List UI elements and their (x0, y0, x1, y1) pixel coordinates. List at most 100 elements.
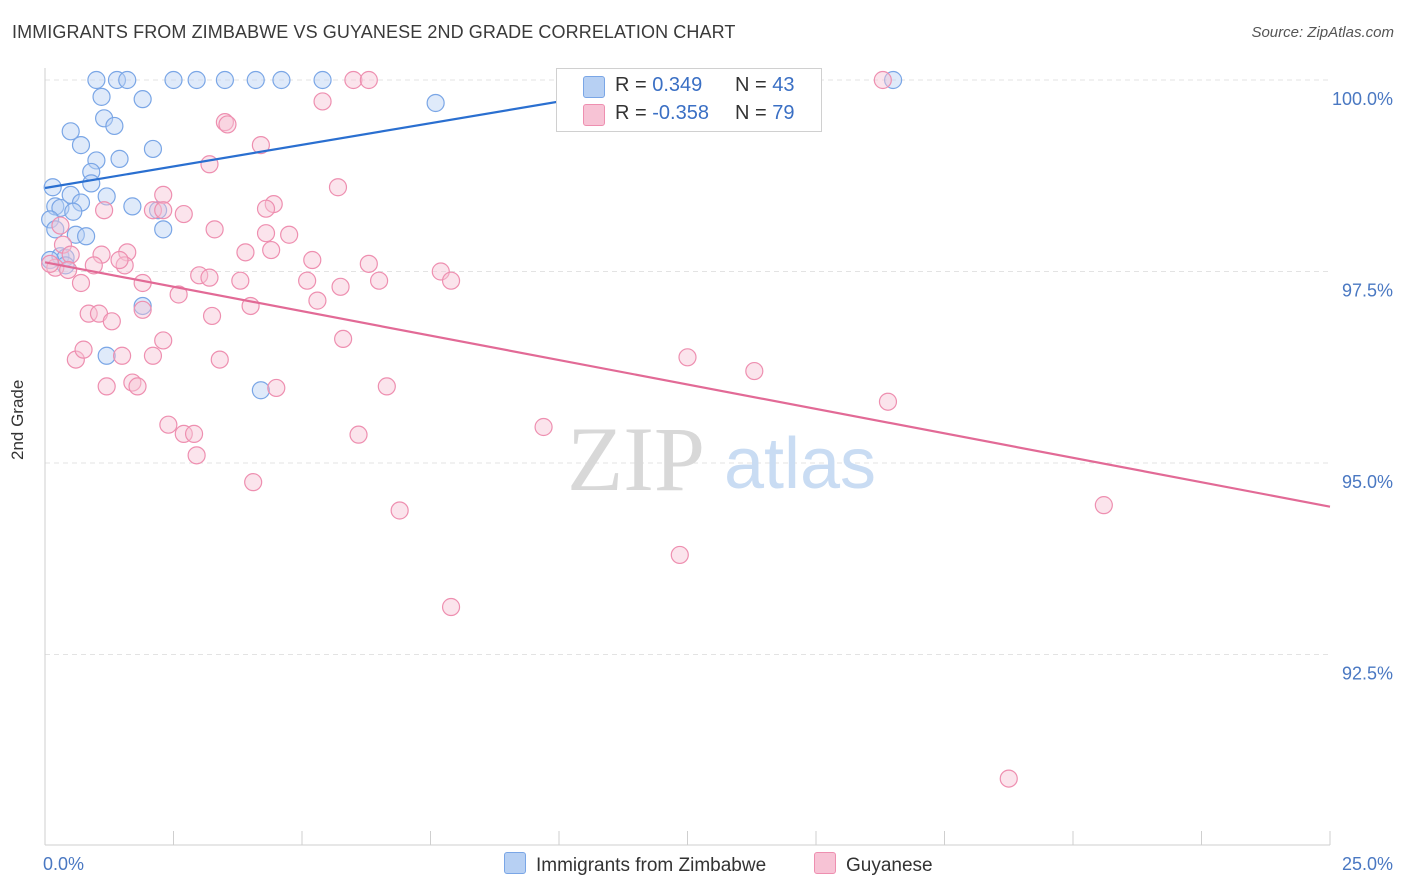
data-point (670, 545, 689, 565)
data-point (97, 187, 116, 206)
data-point (262, 240, 281, 260)
grid-lines (45, 79, 1330, 655)
watermark-zip: ZIP (567, 408, 705, 510)
data-point (308, 291, 327, 310)
data-point (84, 256, 103, 275)
blue-swatch (504, 852, 526, 874)
data-point (110, 250, 129, 270)
n-label: N = (735, 102, 773, 124)
data-point (251, 381, 270, 400)
legend-item-guyanese[interactable]: Guyanese (814, 852, 933, 878)
data-point (303, 250, 322, 270)
data-point (159, 415, 178, 434)
trend-line (44, 261, 1331, 508)
series-legend: Immigrants from Zimbabwe Guyanese (0, 852, 1406, 878)
data-point (359, 70, 378, 90)
data-point (187, 70, 206, 90)
source-label: Source: ZipAtlas.com (1251, 24, 1394, 41)
data-point (349, 425, 368, 444)
data-point (169, 285, 188, 304)
data-point (154, 220, 173, 239)
data-point (74, 340, 93, 359)
data-point (313, 70, 332, 90)
watermark: ZIP atlas (567, 408, 876, 510)
data-point (112, 346, 132, 365)
data-point (174, 204, 193, 224)
data-point (51, 216, 70, 235)
r-value: 0.349 (652, 74, 703, 96)
data-point (174, 424, 193, 443)
n-value: 43 (772, 74, 795, 96)
data-point (128, 377, 147, 396)
data-point (1094, 496, 1113, 515)
data-point (883, 70, 903, 90)
data-point (102, 312, 121, 331)
n-value: 79 (772, 102, 795, 124)
data-point (256, 199, 276, 218)
blue-swatch (583, 76, 605, 98)
y-tick-label: 95.0% (1342, 472, 1393, 492)
pink-swatch (583, 104, 605, 126)
legend-item-zimbabwe[interactable]: Immigrants from Zimbabwe (504, 852, 766, 878)
data-point (344, 70, 363, 90)
data-point (280, 225, 299, 244)
data-point (678, 348, 697, 367)
data-point (107, 70, 127, 90)
data-point (390, 501, 409, 520)
data-point (66, 350, 85, 369)
data-point (377, 377, 396, 396)
data-point (246, 70, 265, 90)
data-point (133, 300, 152, 319)
data-point (331, 277, 350, 296)
data-point (298, 271, 317, 290)
data-point (92, 87, 111, 106)
n-label: N = (735, 74, 773, 96)
data-point (236, 243, 255, 262)
data-point (105, 116, 124, 136)
data-point (999, 769, 1018, 788)
data-point (745, 361, 764, 381)
data-point (251, 136, 270, 155)
data-point (187, 446, 206, 465)
correlation-legend: R = 0.349 N = 43 R = -0.358 N = 79 (556, 68, 822, 132)
data-point (41, 210, 60, 229)
r-label: R = (615, 102, 653, 124)
pink-swatch (814, 852, 836, 874)
data-point (71, 136, 91, 155)
axes (44, 68, 1331, 846)
data-point (231, 271, 250, 290)
y-tick-label: 97.5% (1342, 281, 1393, 301)
y-tick-label: 100.0% (1332, 89, 1393, 109)
data-point (61, 122, 80, 141)
data-point (64, 202, 83, 221)
data-point (53, 235, 73, 254)
x-tick-label: 25.0% (1342, 854, 1393, 874)
series-immigrants-from-zimbabwe (41, 70, 903, 400)
chart-title: IMMIGRANTS FROM ZIMBABWE VS GUYANESE 2ND… (12, 22, 736, 42)
data-point (210, 350, 229, 369)
data-point (431, 262, 450, 281)
data-point (334, 329, 353, 349)
data-point (370, 271, 389, 290)
data-point (154, 201, 173, 220)
data-point (133, 296, 152, 316)
data-point (95, 201, 114, 220)
data-point (200, 268, 219, 287)
data-point (59, 260, 78, 280)
data-point (426, 93, 445, 113)
data-point (87, 70, 106, 90)
data-point (267, 378, 286, 398)
data-point (97, 377, 116, 396)
data-point (154, 331, 173, 350)
series-guyanese (41, 70, 1113, 788)
watermark-atlas: atlas (724, 424, 876, 504)
data-point (71, 193, 91, 212)
data-point (118, 70, 137, 90)
data-point (244, 473, 263, 492)
data-point (143, 139, 163, 159)
data-point (184, 424, 204, 443)
data-point (215, 70, 234, 90)
legend-label: Immigrants from Zimbabwe (536, 855, 767, 876)
data-point (110, 149, 129, 168)
